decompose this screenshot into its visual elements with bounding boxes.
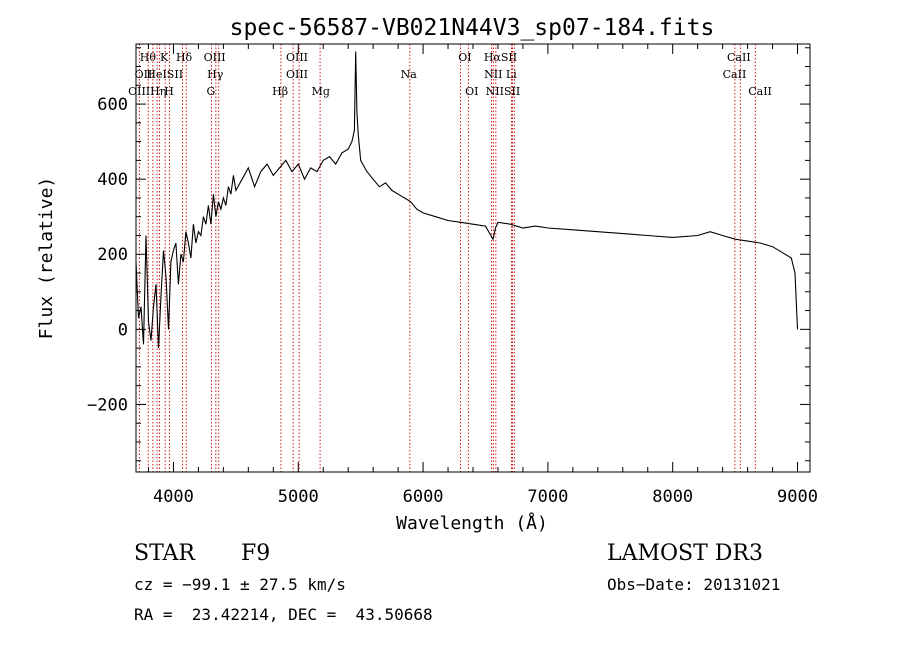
x-axis-label: Wavelength (Å) [396, 512, 548, 534]
object-class: STAR [134, 541, 196, 566]
line-label: Mg [312, 85, 330, 98]
line-label: CaII [723, 68, 747, 81]
line-label: NII Li [484, 68, 517, 81]
line-label: Hγ [207, 68, 224, 81]
survey-name: LAMOST DR3 [607, 541, 763, 566]
plot-frame [135, 43, 811, 473]
y-tick-label: −200 [87, 395, 128, 415]
line-label: CaII [748, 85, 772, 98]
x-axis-ticks: 4000 5000 6000 7000 8000 9000 [147, 44, 818, 507]
redshift-cz: cz = −99.1 ± 27.5 km/s [134, 575, 346, 594]
line-label: OIII [286, 51, 308, 64]
y-tick-label: 600 [97, 95, 128, 115]
ra-dec-coordinates: RA = 23.42214, DEC = 43.50668 [134, 605, 433, 624]
line-label: OIII [286, 68, 308, 81]
y-tick-label: 200 [97, 245, 128, 265]
flux-series-line [135, 51, 799, 349]
x-tick-label: 4000 [153, 487, 194, 507]
observation-date: Obs−Date: 20131021 [607, 575, 780, 594]
line-label: OIIIHη [128, 85, 166, 98]
object-subclass: F9 [241, 541, 270, 566]
line-label: OII [135, 68, 153, 81]
y-axis-label: Flux (relative) [36, 177, 57, 340]
line-label: Hβ [272, 85, 288, 98]
line-label: Na [401, 68, 418, 81]
line-label: G [206, 85, 215, 98]
x-tick-label: 8000 [652, 487, 693, 507]
chart-title: spec-56587-VB021N44V3_sp07-184.fits [230, 15, 715, 41]
line-label: CaII [727, 51, 751, 64]
line-label: H [164, 85, 174, 98]
line-label: Hδ [176, 51, 193, 64]
x-tick-label: 5000 [278, 487, 319, 507]
line-label: OI [458, 51, 471, 64]
line-label: HeISII [146, 68, 183, 81]
y-tick-label: 400 [97, 170, 128, 190]
y-axis-ticks: −200 0 200 400 600 [87, 47, 810, 462]
line-label: HαSII [484, 51, 517, 64]
line-label: NIISII [486, 85, 521, 98]
x-tick-label: 7000 [527, 487, 568, 507]
line-label: Hθ [140, 51, 157, 64]
x-tick-label: 6000 [403, 487, 444, 507]
line-label: OI [465, 85, 478, 98]
y-tick-label: 0 [118, 320, 128, 340]
x-tick-label: 9000 [777, 487, 818, 507]
line-label: K [160, 51, 169, 64]
line-label: OIII [204, 51, 226, 64]
spectral-line-markers [138, 44, 756, 472]
